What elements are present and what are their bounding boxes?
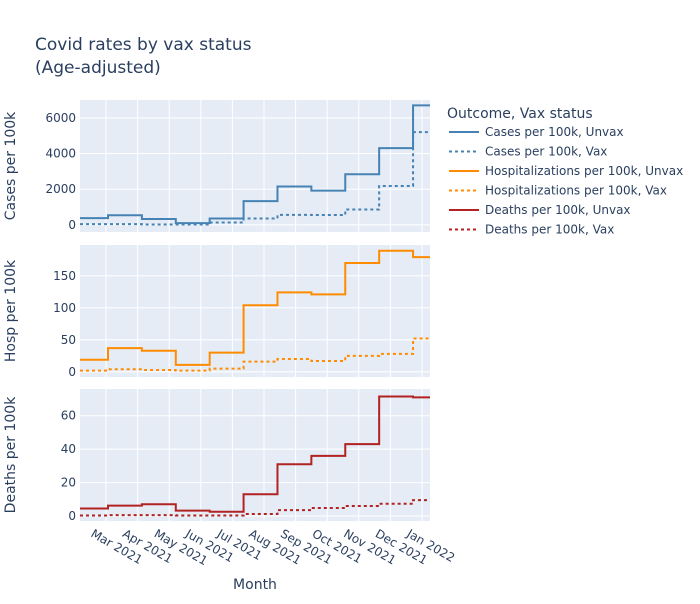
- series-line-cases-per-100k-unvax[interactable]: [80, 104, 430, 225]
- legend-label: Cases per 100k, Vax: [485, 145, 607, 159]
- y-tick-label: 150: [53, 269, 76, 283]
- series-line-deaths-per-100k-unvax[interactable]: [80, 395, 430, 513]
- legend-label: Cases per 100k, Unvax: [485, 125, 624, 139]
- y-tick-label: 40: [61, 442, 76, 456]
- y-tick-label: 0: [68, 365, 76, 379]
- legend-item[interactable]: Cases per 100k, Vax: [449, 145, 607, 159]
- y-tick-label: 0: [68, 218, 76, 232]
- plot-background: [80, 100, 430, 232]
- series-line-cases-per-100k-vax[interactable]: [80, 131, 430, 226]
- series-line-deaths-per-100k-vax[interactable]: [80, 499, 430, 517]
- legend-label: Deaths per 100k, Unvax: [485, 203, 631, 217]
- chart-title: Covid rates by vax status: [35, 35, 252, 55]
- legend-item[interactable]: Deaths per 100k, Unvax: [449, 203, 631, 217]
- legend-item[interactable]: Hospitalizations per 100k, Vax: [449, 184, 667, 198]
- y-tick-label: 4000: [45, 147, 76, 161]
- y-tick-label: 100: [53, 301, 76, 315]
- subplot-panels: 0 2000 4000 6000 Cases per 100k 0 50 100 150 Hosp…: [3, 100, 430, 523]
- y-axis-label: Deaths per 100k: [3, 396, 19, 514]
- y-axis-label: Cases per 100k: [3, 111, 19, 220]
- chart-subtitle: (Age-adjusted): [35, 58, 161, 78]
- plot-background: [80, 389, 430, 521]
- y-tick-label: 60: [61, 409, 76, 423]
- panel-3: 0 20 40 60 Deaths per 100k: [3, 389, 430, 523]
- series-line-hospitalizations-per-100k-unvax[interactable]: [80, 249, 430, 366]
- y-tick-label: 6000: [45, 111, 76, 125]
- legend[interactable]: Outcome, Vax status Cases per 100k, Unva…: [447, 106, 683, 237]
- y-tick-label: 50: [61, 333, 76, 347]
- legend-label: Hospitalizations per 100k, Unvax: [485, 164, 683, 178]
- legend-item[interactable]: Cases per 100k, Unvax: [449, 125, 624, 139]
- plot-background: [80, 245, 430, 377]
- legend-item[interactable]: Hospitalizations per 100k, Unvax: [449, 164, 683, 178]
- y-tick-label: 2000: [45, 182, 76, 196]
- panel-2: 0 50 100 150 Hosp per 100k: [3, 245, 430, 379]
- legend-label: Hospitalizations per 100k, Vax: [485, 184, 667, 198]
- legend-item[interactable]: Deaths per 100k, Vax: [449, 223, 614, 237]
- y-axis-label: Hosp per 100k: [3, 259, 19, 362]
- legend-title: Outcome, Vax status: [447, 106, 593, 122]
- x-axis-label: Month: [233, 577, 277, 593]
- legend-label: Deaths per 100k, Vax: [485, 223, 614, 237]
- y-tick-label: 20: [61, 476, 76, 490]
- y-tick-label: 0: [68, 509, 76, 523]
- panel-1: 0 2000 4000 6000 Cases per 100k: [3, 100, 430, 232]
- series-line-hospitalizations-per-100k-vax[interactable]: [80, 337, 430, 372]
